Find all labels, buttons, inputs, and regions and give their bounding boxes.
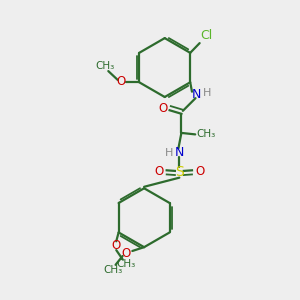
Text: CH₃: CH₃ [116,259,135,269]
Text: O: O [116,75,125,88]
Text: H: H [165,148,173,158]
Text: O: O [112,239,121,252]
Text: CH₃: CH₃ [103,265,122,275]
Text: H: H [202,88,211,98]
Text: CH₃: CH₃ [96,61,115,71]
Text: N: N [191,88,201,101]
Text: O: O [154,165,163,178]
Text: N: N [175,146,184,159]
Text: O: O [195,165,205,178]
Text: O: O [121,247,130,260]
Text: O: O [158,102,167,115]
Text: CH₃: CH₃ [196,129,215,140]
Text: S: S [175,165,184,179]
Text: Cl: Cl [200,29,212,42]
